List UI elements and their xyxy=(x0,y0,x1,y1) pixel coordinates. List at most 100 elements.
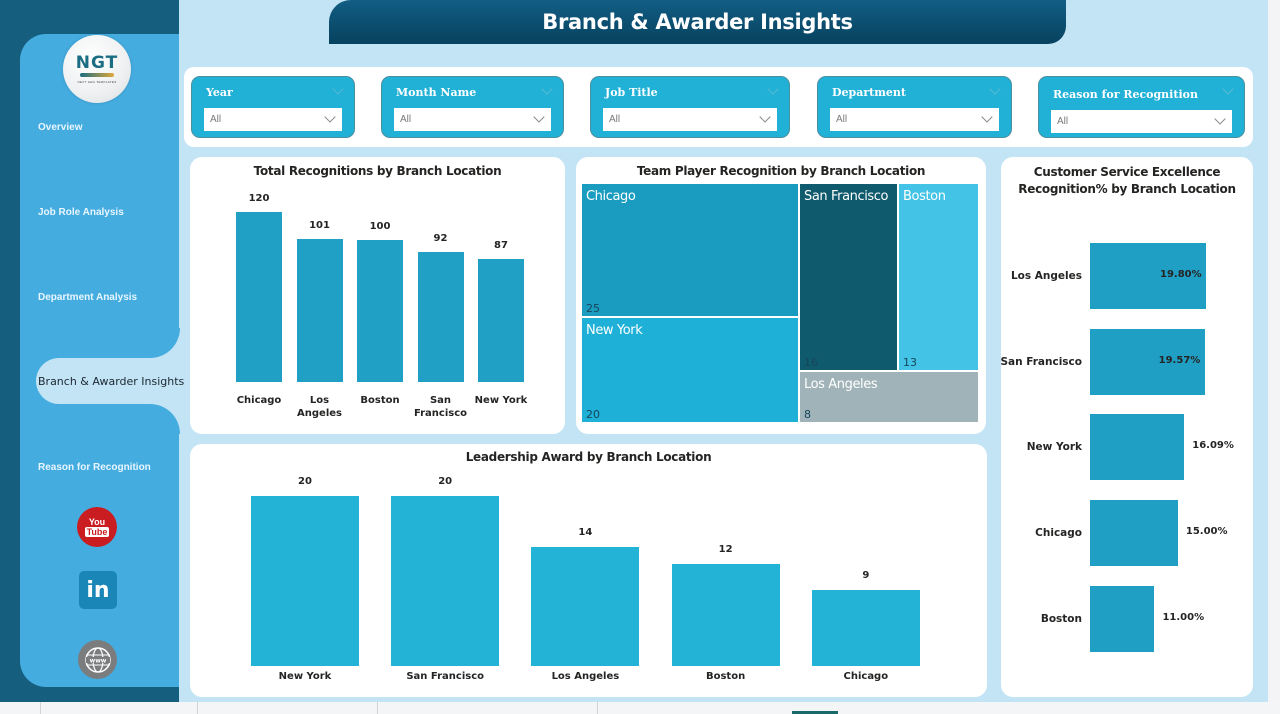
category-label-line: Chicago xyxy=(236,395,282,406)
sidebar-item-department-analysis[interactable]: Department Analysis xyxy=(38,292,138,303)
category-label: Los Angeles xyxy=(551,671,620,682)
category-label: Chicago xyxy=(1035,527,1082,540)
category-label-line: San xyxy=(429,395,452,406)
treemap-cell[interactable]: Boston 13 xyxy=(898,183,979,371)
youtube-icon[interactable]: You Tube xyxy=(77,507,117,547)
category-label: Chicago xyxy=(843,671,889,682)
chevron-down-icon[interactable] xyxy=(1222,83,1234,95)
bar[interactable] xyxy=(296,238,343,382)
bar[interactable] xyxy=(1090,243,1206,309)
chevron-down-icon[interactable] xyxy=(767,83,779,95)
slicer-value: All xyxy=(1057,116,1069,127)
chevron-down-icon xyxy=(324,111,336,123)
treemap-cell[interactable]: Los Angeles 8 xyxy=(799,371,979,423)
slicer-value: All xyxy=(836,114,848,125)
nav-active-highlight xyxy=(36,358,180,404)
sidebar-item-overview[interactable]: Overview xyxy=(38,122,83,133)
bar[interactable] xyxy=(1090,328,1205,395)
category-label-line: Los xyxy=(309,395,330,406)
page-tab-divider xyxy=(40,702,41,714)
slicer-label: Department xyxy=(832,86,906,99)
chart-title: Total Recognitions by Branch Location xyxy=(253,164,502,178)
slicer-label: Job Title xyxy=(605,86,658,99)
data-label: 9 xyxy=(862,569,870,581)
category-label-line: Francisco xyxy=(413,408,468,419)
bar[interactable] xyxy=(1090,414,1185,481)
chevron-down-icon[interactable] xyxy=(541,83,553,95)
month-name-dropdown[interactable]: All xyxy=(394,108,551,131)
category-label: Chicago xyxy=(222,394,296,407)
slicer-value: All xyxy=(210,114,222,125)
treemap-value: 13 xyxy=(903,356,917,369)
category-label: San Francisco xyxy=(1000,355,1082,368)
job-title-dropdown[interactable]: All xyxy=(603,108,777,131)
nav-active-curve xyxy=(150,328,180,358)
active-page-tab[interactable] xyxy=(792,711,838,714)
year-dropdown[interactable]: All xyxy=(204,108,342,131)
category-label: San Francisco xyxy=(406,671,485,682)
linkedin-icon[interactable]: in xyxy=(79,571,117,609)
chevron-down-icon[interactable] xyxy=(989,83,1001,95)
youtube-tube-text: Tube xyxy=(84,526,110,537)
category-label-line: Boston xyxy=(360,395,400,406)
slicer-label: Month Name xyxy=(396,86,477,99)
category-label-line: New York xyxy=(474,395,528,406)
chart-title: Team Player Recognition by Branch Locati… xyxy=(636,164,926,178)
year-slicer: Year All xyxy=(191,76,355,138)
slicer-label: Year xyxy=(206,86,233,99)
slicer-value: All xyxy=(609,114,621,125)
job-title-slicer: Job Title All xyxy=(590,76,790,138)
slicer-value: All xyxy=(400,114,412,125)
bar[interactable] xyxy=(671,564,780,666)
category-label: New York xyxy=(278,671,332,682)
sidebar-item-job-role-analysis[interactable]: Job Role Analysis xyxy=(38,207,124,218)
category-label: Boston xyxy=(343,394,417,407)
youtube-you-text: You xyxy=(88,516,106,527)
chart-title: Customer Service Excellence Recognition%… xyxy=(1001,164,1253,198)
bar[interactable] xyxy=(417,251,464,382)
treemap-cell[interactable]: New York 20 xyxy=(581,317,799,423)
chart-title: Leadership Award by Branch Location xyxy=(465,450,712,464)
data-label: 19.57% xyxy=(1158,354,1201,366)
chevron-down-icon xyxy=(533,111,545,123)
globe-www-icon[interactable]: www xyxy=(78,640,117,679)
reason-for-recognition-dropdown[interactable]: All xyxy=(1051,110,1232,133)
bar[interactable] xyxy=(1090,585,1155,652)
chart-title-line: Customer Service Excellence xyxy=(1033,165,1221,179)
category-label-line: Angeles xyxy=(297,408,342,419)
sidebar-item-branch-awarder-insights[interactable]: Branch & Awarder Insights xyxy=(38,375,185,388)
leadership-award-chart: Leadership Award by Branch Location 20 Ne… xyxy=(190,444,987,697)
nav-active-curve xyxy=(150,404,180,434)
bar[interactable] xyxy=(1090,500,1178,567)
treemap-value: 25 xyxy=(586,302,600,315)
treemap-label: Boston xyxy=(903,189,946,204)
page-tab-divider xyxy=(597,702,598,714)
data-label: 19.80% xyxy=(1160,269,1202,280)
bar[interactable] xyxy=(811,589,920,666)
chevron-down-icon[interactable] xyxy=(332,83,344,95)
bar[interactable] xyxy=(357,240,403,382)
category-label: Boston xyxy=(705,671,746,682)
treemap-cell[interactable]: San Francisco 16 xyxy=(799,183,898,371)
department-dropdown[interactable]: All xyxy=(830,108,999,131)
sidebar-item-reason-for-recognition[interactable]: Reason for Recognition xyxy=(38,462,151,473)
chevron-down-icon xyxy=(1214,113,1226,125)
data-label: 101 xyxy=(309,219,330,231)
reason-for-recognition-slicer: Reason for Recognition All xyxy=(1038,76,1245,138)
bar[interactable] xyxy=(531,547,640,666)
bar[interactable] xyxy=(391,496,500,666)
bar[interactable] xyxy=(251,496,359,666)
department-slicer: Department All xyxy=(817,76,1012,138)
bar[interactable] xyxy=(236,212,282,382)
treemap-cell[interactable]: Chicago 25 xyxy=(581,183,799,317)
page-header: Branch & Awarder Insights xyxy=(329,0,1066,44)
treemap-label: San Francisco xyxy=(804,189,889,204)
bar[interactable] xyxy=(478,258,524,382)
data-label: 11.00% xyxy=(1162,611,1205,623)
data-label: 15.00% xyxy=(1185,526,1228,538)
category-label: Boston xyxy=(1040,612,1082,625)
chevron-down-icon xyxy=(759,111,771,123)
logo-swoosh-icon xyxy=(80,72,114,77)
data-label: 14 xyxy=(578,527,593,538)
svg-text:www: www xyxy=(89,657,106,664)
